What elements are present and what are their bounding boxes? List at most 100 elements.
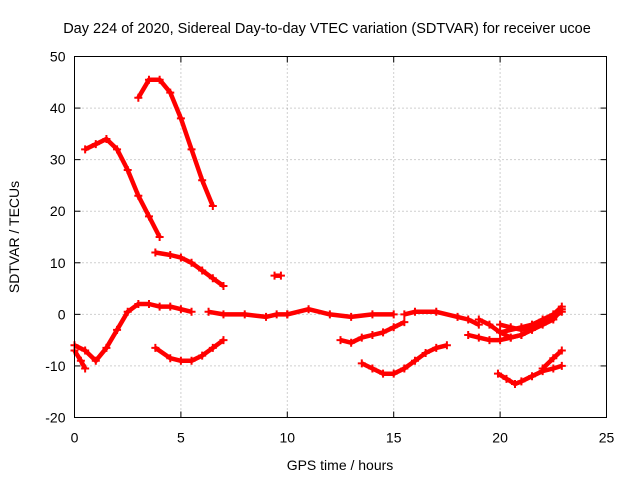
data-point-marker xyxy=(187,145,196,154)
data-point-marker xyxy=(453,312,462,321)
data-point-marker xyxy=(336,336,345,345)
data-point-marker xyxy=(347,312,356,321)
data-point-marker xyxy=(517,377,526,386)
data-point-marker xyxy=(557,346,566,355)
x-tick-label: 15 xyxy=(386,430,402,446)
grid-lines xyxy=(74,56,607,418)
data-point-marker xyxy=(379,328,388,337)
data-point-marker xyxy=(144,75,153,84)
y-tick-label: 20 xyxy=(50,203,66,219)
data-point-marker xyxy=(517,323,526,332)
data-point-marker xyxy=(325,310,334,319)
data-point-marker xyxy=(155,233,164,241)
data-point-marker xyxy=(389,310,398,319)
data-point-marker xyxy=(262,312,271,321)
data-point-marker xyxy=(538,315,547,324)
data-point-marker xyxy=(272,310,281,319)
data-point-marker xyxy=(410,356,419,365)
data-point-marker xyxy=(123,307,132,316)
data-point-marker xyxy=(208,202,217,211)
data-point-marker xyxy=(400,310,409,319)
chart-title: Day 224 of 2020, Sidereal Day-to-day VTE… xyxy=(63,21,591,37)
y-tick-label: -20 xyxy=(45,410,65,426)
data-point-marker xyxy=(123,165,132,174)
series-arc-1 xyxy=(84,136,162,239)
data-point-marker xyxy=(176,356,185,365)
data-point-marker xyxy=(510,379,519,388)
data-point-marker xyxy=(549,364,558,373)
data-point-marker xyxy=(219,281,228,290)
data-point-marker xyxy=(76,356,85,365)
data-point-marker xyxy=(379,369,388,378)
y-tick-label: 10 xyxy=(50,255,66,271)
y-tick-label: 40 xyxy=(50,100,66,116)
data-point-marker xyxy=(464,330,473,339)
data-point-marker xyxy=(208,274,217,283)
data-point-marker xyxy=(155,75,164,84)
data-point-marker xyxy=(151,248,160,257)
data-point-marker xyxy=(506,333,515,342)
y-tick-label: 30 xyxy=(50,152,66,168)
data-point-marker xyxy=(464,315,473,324)
data-point-marker xyxy=(276,271,285,280)
data-point-marker xyxy=(496,320,505,329)
data-point-marker xyxy=(204,307,213,316)
data-point-marker xyxy=(474,333,483,342)
data-point-marker xyxy=(166,302,175,311)
data-point-marker xyxy=(102,343,111,352)
data-point-marker xyxy=(144,212,153,221)
data-point-marker xyxy=(496,336,505,345)
data-point-marker xyxy=(557,361,566,370)
data-point-marker xyxy=(496,328,505,337)
data-point-marker xyxy=(144,300,153,309)
data-point-marker xyxy=(357,333,366,342)
data-point-marker xyxy=(219,336,228,345)
data-point-marker xyxy=(198,176,207,185)
data-point-marker xyxy=(176,253,185,262)
x-tick-label: 20 xyxy=(492,430,508,446)
data-point-marker xyxy=(155,302,164,311)
data-point-marker xyxy=(198,351,207,360)
data-point-marker xyxy=(389,369,398,378)
data-point-marker xyxy=(219,310,228,319)
plot-frame xyxy=(74,56,607,418)
y-tick-label: 50 xyxy=(50,49,66,65)
data-point-marker xyxy=(493,369,502,378)
data-point-marker xyxy=(485,336,494,345)
data-point-marker xyxy=(368,310,377,319)
data-point-marker xyxy=(410,307,419,316)
data-point-marker xyxy=(187,258,196,267)
data-point-marker xyxy=(134,191,143,200)
data-point-marker xyxy=(187,356,196,365)
series-arc-2 xyxy=(136,77,215,207)
data-point-marker xyxy=(432,307,441,316)
y-tick-label: -10 xyxy=(45,358,65,374)
x-tick-label: 10 xyxy=(280,430,296,446)
data-point-marker xyxy=(91,356,100,365)
data-point-marker xyxy=(442,341,451,350)
data-point-marker xyxy=(198,266,207,275)
data-point-marker xyxy=(432,343,441,352)
data-point-marker xyxy=(549,310,558,319)
data-point-marker xyxy=(485,320,494,329)
data-point-marker xyxy=(81,145,90,154)
x-tick-label: 5 xyxy=(177,430,185,446)
data-point-marker xyxy=(166,354,175,363)
data-point-marker xyxy=(102,135,111,144)
x-tick-label: 0 xyxy=(71,430,79,446)
data-point-marker xyxy=(81,346,90,355)
data-point-marker xyxy=(283,310,292,319)
data-point-marker xyxy=(528,372,537,381)
data-point-marker xyxy=(557,302,566,311)
data-point-marker xyxy=(474,315,483,324)
data-point-marker xyxy=(389,323,398,332)
data-point-marker xyxy=(368,330,377,339)
data-point-marker xyxy=(240,310,249,319)
y-axis-label: SDTVAR / TECUs xyxy=(6,181,22,293)
data-point-marker xyxy=(528,320,537,329)
data-point-marker xyxy=(81,364,90,373)
data-point-marker xyxy=(176,305,185,314)
series-arc-9 xyxy=(286,306,394,320)
y-tick-label: 0 xyxy=(58,306,66,322)
data-series xyxy=(70,75,566,388)
